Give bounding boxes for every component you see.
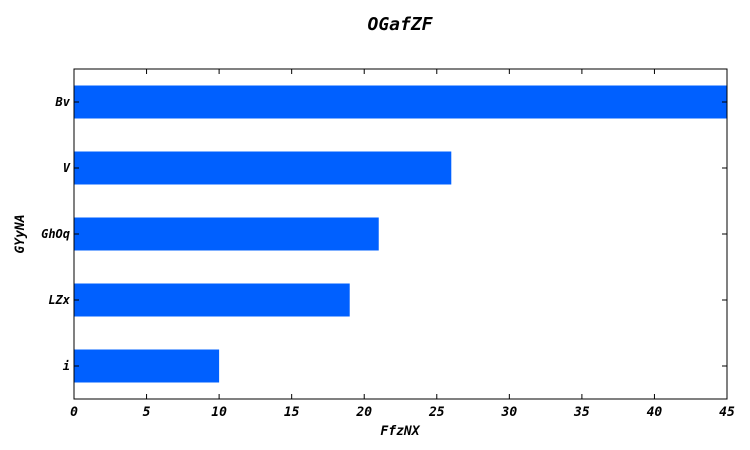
ticks-group: Bv V GhOq LZx i 0 5 10 15 20 25 30 35 40 45: [41, 69, 735, 420]
bar-v: [74, 151, 452, 185]
x-tick-label: 15: [284, 405, 300, 420]
y-tick-label: GhOq: [41, 227, 70, 241]
x-tick-label: 20: [355, 405, 372, 420]
bar-lzx: [74, 283, 350, 317]
x-tick-label: 45: [719, 405, 735, 420]
y-tick-label: i: [63, 359, 70, 373]
bar-i: [74, 349, 220, 383]
bar-ghoq: [74, 217, 379, 251]
x-tick-label: 10: [211, 405, 227, 420]
y-tick-label: V: [63, 161, 71, 175]
y-tick-label: Bv: [55, 95, 71, 109]
x-tick-label: 35: [573, 405, 590, 420]
bars-group: [74, 85, 727, 383]
x-tick-label: 40: [647, 405, 663, 420]
y-axis-label: GYyNA: [13, 214, 28, 253]
bar-bv: [74, 85, 727, 119]
chart-title: OGafZF: [367, 14, 433, 35]
x-tick-label: 25: [428, 405, 445, 420]
x-axis-label: FfzNX: [380, 424, 420, 439]
x-tick-label: 30: [501, 405, 518, 420]
y-tick-label: LZx: [48, 293, 70, 307]
x-tick-label: 5: [143, 405, 151, 420]
x-tick-label: 0: [70, 405, 78, 420]
